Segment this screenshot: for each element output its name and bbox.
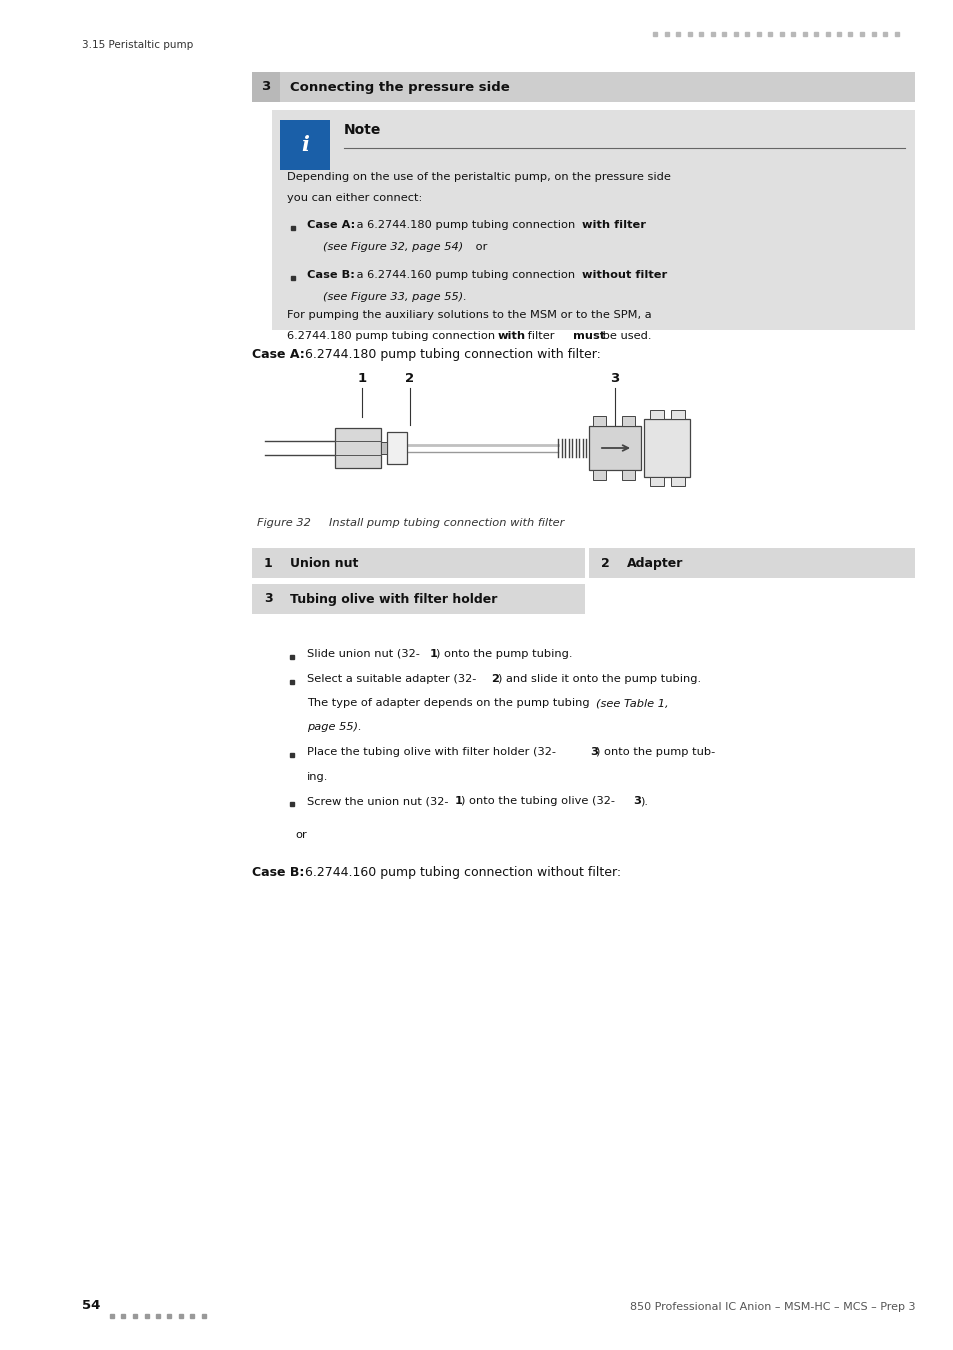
Bar xyxy=(335,428,380,468)
Text: 850 Professional IC Anion – MSM-HC – MCS – Prep 3: 850 Professional IC Anion – MSM-HC – MCS… xyxy=(629,1301,914,1312)
Bar xyxy=(649,410,663,418)
Bar xyxy=(387,432,407,464)
Text: The type of adapter depends on the pump tubing: The type of adapter depends on the pump … xyxy=(307,698,593,707)
Text: 3: 3 xyxy=(261,81,271,93)
Text: be used.: be used. xyxy=(598,331,651,342)
Bar xyxy=(593,416,605,427)
Text: page 55).: page 55). xyxy=(307,722,361,733)
Text: For pumping the auxiliary solutions to the MSM or to the SPM, a: For pumping the auxiliary solutions to t… xyxy=(287,310,651,320)
Text: without filter: without filter xyxy=(581,270,666,279)
Text: 3: 3 xyxy=(610,373,619,385)
Text: Case B:: Case B: xyxy=(307,270,355,279)
Bar xyxy=(588,427,640,470)
Text: ing.: ing. xyxy=(307,771,328,782)
Text: 2: 2 xyxy=(599,556,609,570)
Text: (see Figure 33, page 55).: (see Figure 33, page 55). xyxy=(323,293,466,302)
Text: Case A:: Case A: xyxy=(307,220,355,230)
Text: 3: 3 xyxy=(589,747,598,757)
Text: i: i xyxy=(301,135,309,155)
Text: ) onto the pump tub-: ) onto the pump tub- xyxy=(596,747,715,757)
Bar xyxy=(252,585,584,614)
Text: 54: 54 xyxy=(82,1299,100,1312)
Text: Case B:: Case B: xyxy=(252,867,304,879)
Text: Tubing olive with filter holder: Tubing olive with filter holder xyxy=(290,593,497,606)
Text: Adapter: Adapter xyxy=(626,556,682,570)
Text: a 6.2744.160 pump tubing connection: a 6.2744.160 pump tubing connection xyxy=(353,270,578,279)
Text: with filter: with filter xyxy=(581,220,645,230)
Text: 1: 1 xyxy=(264,556,273,570)
Text: 6.2744.180 pump tubing connection with filter:: 6.2744.180 pump tubing connection with f… xyxy=(300,348,599,360)
Text: must: must xyxy=(573,331,605,342)
Bar xyxy=(252,548,584,578)
Text: 1: 1 xyxy=(430,649,437,659)
Text: Place the tubing olive with filter holder (32-: Place the tubing olive with filter holde… xyxy=(307,747,556,757)
Text: 2: 2 xyxy=(405,373,415,385)
Text: filter: filter xyxy=(523,331,558,342)
Text: a 6.2744.180 pump tubing connection: a 6.2744.180 pump tubing connection xyxy=(353,220,578,230)
Bar xyxy=(252,72,914,103)
Text: 1: 1 xyxy=(455,796,462,806)
Text: Depending on the use of the peristaltic pump, on the pressure side: Depending on the use of the peristaltic … xyxy=(287,171,670,182)
Text: (see Figure 32, page 54): (see Figure 32, page 54) xyxy=(323,243,463,252)
Text: Slide union nut (32-: Slide union nut (32- xyxy=(307,649,419,659)
Bar xyxy=(380,441,387,454)
Bar xyxy=(621,470,635,481)
Bar xyxy=(670,410,684,418)
Text: Figure 32     Install pump tubing connection with filter: Figure 32 Install pump tubing connection… xyxy=(256,518,563,528)
Text: 3: 3 xyxy=(264,593,273,606)
Text: 6.2744.160 pump tubing connection without filter:: 6.2744.160 pump tubing connection withou… xyxy=(300,867,620,879)
Bar xyxy=(593,470,605,481)
Bar xyxy=(649,477,663,486)
Text: you can either connect:: you can either connect: xyxy=(287,193,422,202)
Bar xyxy=(670,477,684,486)
Text: ) onto the pump tubing.: ) onto the pump tubing. xyxy=(436,649,573,659)
Text: Case A:: Case A: xyxy=(252,348,304,360)
Bar xyxy=(588,548,914,578)
Text: 1: 1 xyxy=(357,373,366,385)
Text: or: or xyxy=(472,243,487,252)
Bar xyxy=(252,72,280,103)
Text: ).: ). xyxy=(639,796,647,806)
Text: with: with xyxy=(497,331,525,342)
Text: 6.2744.180 pump tubing connection: 6.2744.180 pump tubing connection xyxy=(287,331,498,342)
Bar xyxy=(272,109,914,329)
Text: 2: 2 xyxy=(491,674,498,683)
Text: or: or xyxy=(294,830,307,840)
Text: 3.15 Peristaltic pump: 3.15 Peristaltic pump xyxy=(82,40,193,50)
Text: (see Table 1,: (see Table 1, xyxy=(596,698,668,707)
Text: 3: 3 xyxy=(633,796,640,806)
Text: Union nut: Union nut xyxy=(290,556,358,570)
Text: ) onto the tubing olive (32-: ) onto the tubing olive (32- xyxy=(460,796,615,806)
Text: Connecting the pressure side: Connecting the pressure side xyxy=(290,81,509,93)
Text: ) and slide it onto the pump tubing.: ) and slide it onto the pump tubing. xyxy=(497,674,700,683)
Text: Screw the union nut (32-: Screw the union nut (32- xyxy=(307,796,448,806)
Bar xyxy=(643,418,689,477)
Bar xyxy=(280,120,330,170)
Text: Note: Note xyxy=(344,123,381,136)
Text: Select a suitable adapter (32-: Select a suitable adapter (32- xyxy=(307,674,476,683)
Bar xyxy=(621,416,635,427)
